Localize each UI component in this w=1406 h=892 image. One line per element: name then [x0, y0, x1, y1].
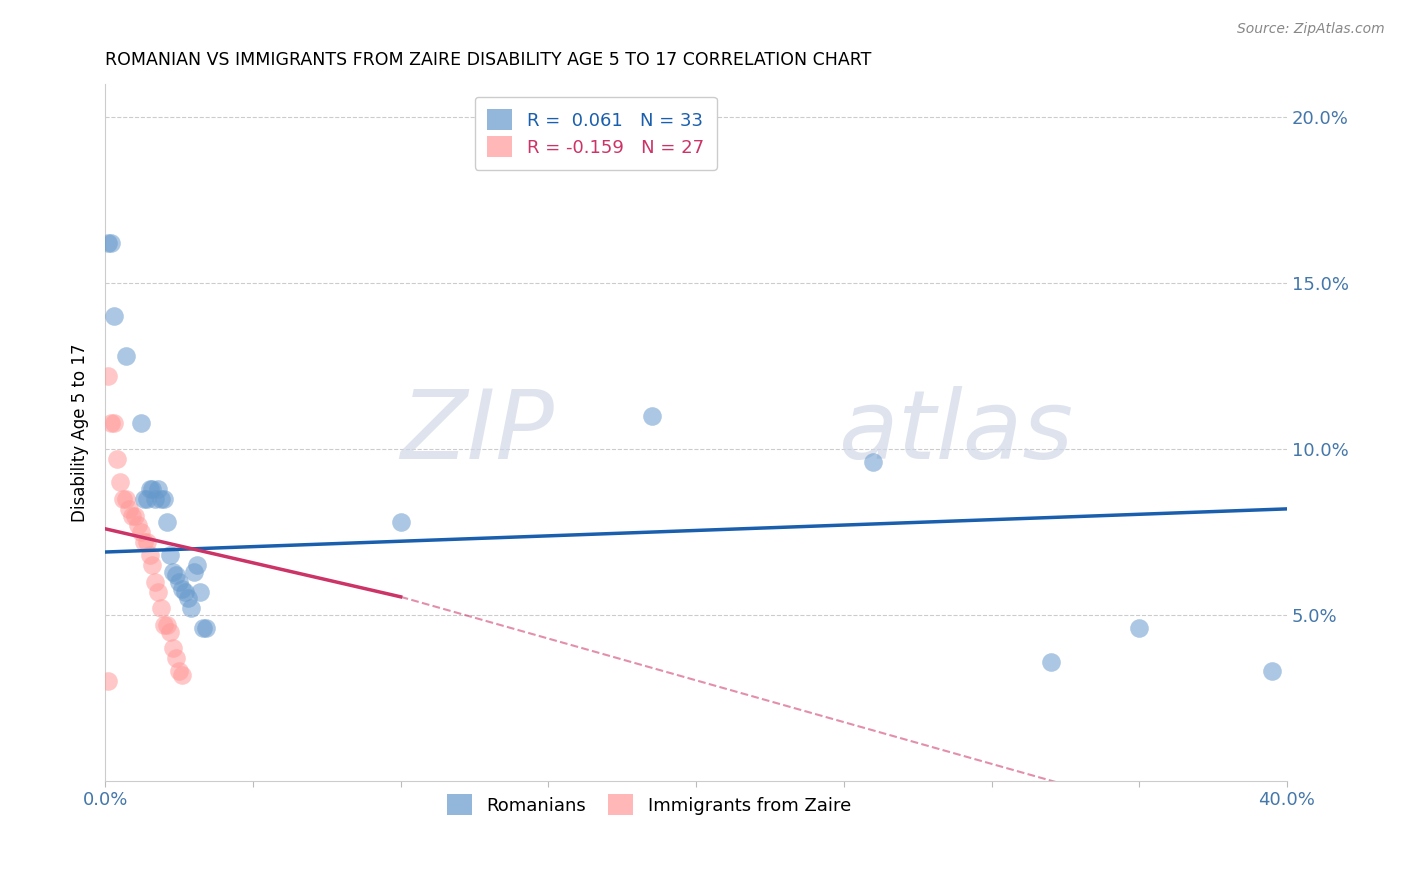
Point [105, 452, 128, 467]
Point [170, 582, 193, 596]
Point [389, 515, 412, 529]
Point [97, 369, 120, 384]
Point [135, 491, 157, 506]
Point [153, 491, 176, 506]
Point [138, 482, 160, 496]
Point [159, 549, 181, 563]
Point [194, 621, 217, 635]
Point [641, 409, 664, 423]
Point [862, 455, 884, 469]
Point [1128, 621, 1150, 635]
Point [183, 565, 205, 579]
Point [153, 618, 176, 632]
Point [115, 491, 138, 506]
Point [132, 491, 155, 506]
Point [103, 310, 125, 324]
Point [180, 601, 202, 615]
Point [127, 518, 149, 533]
Point [174, 585, 197, 599]
Point [141, 558, 163, 573]
Point [167, 574, 190, 589]
Point [156, 515, 179, 529]
Point [121, 508, 143, 523]
Point [148, 482, 170, 496]
Point [108, 475, 131, 490]
Point [129, 416, 152, 430]
Text: ROMANIAN VS IMMIGRANTS FROM ZAIRE DISABILITY AGE 5 TO 17 CORRELATION CHART: ROMANIAN VS IMMIGRANTS FROM ZAIRE DISABI… [105, 51, 872, 69]
Point [141, 482, 163, 496]
Point [124, 508, 146, 523]
Text: atlas: atlas [838, 386, 1073, 479]
Point [188, 585, 211, 599]
Point [177, 591, 200, 606]
Point [148, 585, 170, 599]
Point [150, 491, 173, 506]
Point [162, 565, 184, 579]
Point [103, 416, 125, 430]
Text: Source: ZipAtlas.com: Source: ZipAtlas.com [1237, 22, 1385, 37]
Legend: Romanians, Immigrants from Zaire: Romanians, Immigrants from Zaire [437, 785, 860, 824]
Point [156, 618, 179, 632]
Point [132, 535, 155, 549]
Point [191, 621, 214, 635]
Text: ZIP: ZIP [401, 386, 554, 479]
Point [167, 665, 190, 679]
Point [100, 416, 122, 430]
Point [135, 535, 157, 549]
Point [97, 236, 120, 251]
Point [1039, 655, 1062, 669]
Point [138, 549, 160, 563]
Point [1261, 665, 1284, 679]
Point [162, 641, 184, 656]
Point [150, 601, 173, 615]
Point [118, 501, 141, 516]
Point [145, 491, 167, 506]
Point [186, 558, 208, 573]
Point [165, 651, 187, 665]
Y-axis label: Disability Age 5 to 17: Disability Age 5 to 17 [72, 343, 89, 522]
Point [159, 624, 181, 639]
Point [170, 668, 193, 682]
Point [129, 525, 152, 540]
Point [97, 674, 120, 689]
Point [145, 574, 167, 589]
Point [100, 236, 122, 251]
Point [115, 349, 138, 363]
Point [165, 568, 187, 582]
Point [111, 491, 134, 506]
